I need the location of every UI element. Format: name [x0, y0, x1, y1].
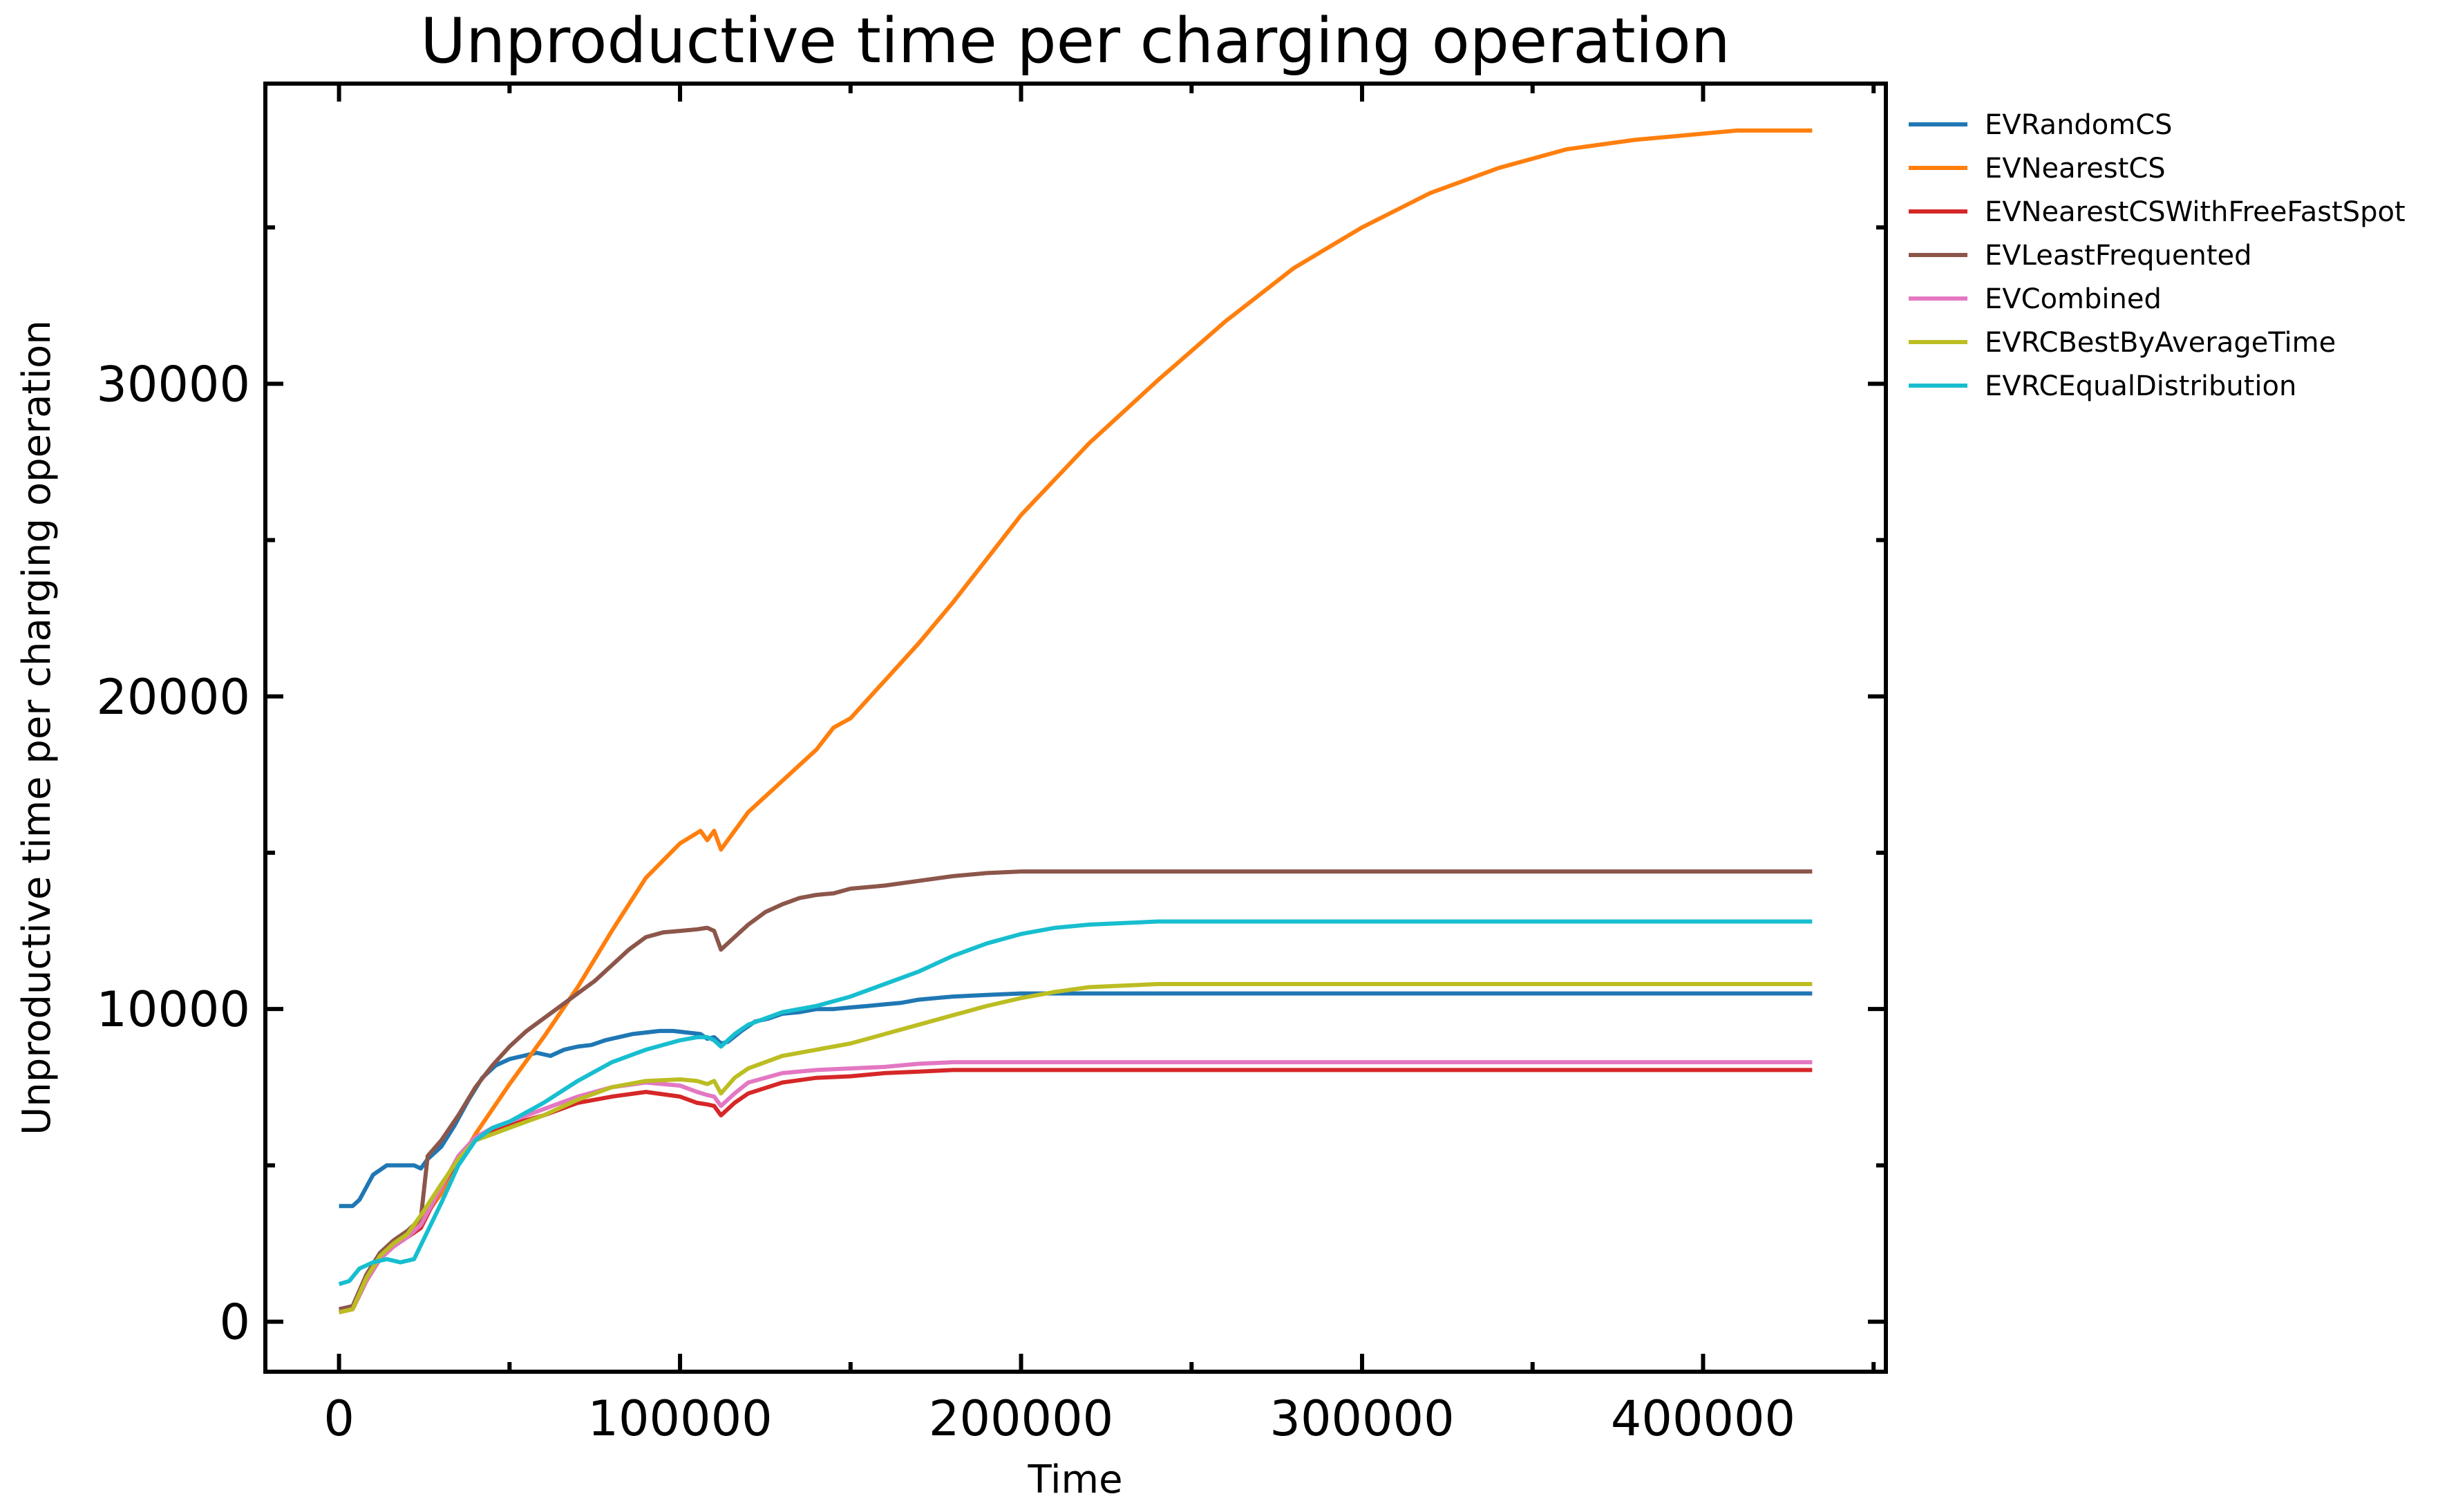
chart-title: Unproductive time per charging operation — [420, 5, 1730, 77]
series-line-ev-combined — [338, 1060, 1813, 1314]
legend-label: EVRCBestByAverageTime — [1985, 327, 2336, 359]
legend-label: EVLeastFrequented — [1985, 240, 2252, 272]
x-axis-label: Time — [1027, 1457, 1122, 1502]
axes-frame — [263, 82, 1888, 1374]
legend-item-ev-random-cs: EVRandomCS — [1909, 109, 2173, 141]
y-tick-label: 30000 — [96, 356, 250, 413]
legend-item-ev-nearest-cs: EVNearestCS — [1909, 153, 2166, 185]
series-line-ev-nearest-cs — [338, 128, 1813, 1314]
y-axis-label: Unproductive time per charging operation — [15, 320, 59, 1135]
legend-item-ev-combined: EVCombined — [1909, 283, 2162, 315]
x-tick-label: 300000 — [1269, 1390, 1454, 1447]
legend-label: EVRandomCS — [1985, 109, 2173, 141]
x-tick-label: 200000 — [929, 1390, 1113, 1447]
y-tick-label: 0 — [219, 1294, 250, 1351]
x-tick-label: 400000 — [1611, 1390, 1795, 1447]
plot-lines — [338, 128, 1813, 1314]
ticks: 0 100000 200000 300000 400000 0 10000 20000 3000… — [96, 84, 1886, 1447]
series-line-evrc-equal-distribution — [338, 919, 1813, 1287]
legend-item-evrc-equal-distribution: EVRCEqualDistribution — [1909, 370, 2296, 402]
legend-item-ev-nearest-cs-with-free-fast-spot: EVNearestCSWithFreeFastSpot — [1909, 196, 2406, 228]
legend-item-ev-least-frequented: EVLeastFrequented — [1909, 240, 2252, 272]
series-line-evrc-best-by-average-time — [338, 982, 1813, 1314]
legend-item-evrc-best-by-average-time: EVRCBestByAverageTime — [1909, 327, 2336, 359]
legend-label: EVNearestCS — [1985, 153, 2166, 185]
series-line-ev-least-frequented — [338, 869, 1813, 1312]
x-tick-label: 0 — [323, 1390, 355, 1447]
legend-label: EVNearestCSWithFreeFastSpot — [1985, 196, 2406, 228]
x-tick-label: 100000 — [587, 1390, 772, 1447]
legend: EVRandomCS EVNearestCS EVNearestCSWithFree… — [1909, 109, 2406, 402]
series-line-ev-random-cs — [339, 991, 1813, 1209]
legend-label: EVRCEqualDistribution — [1985, 370, 2296, 402]
legend-label: EVCombined — [1985, 283, 2162, 315]
y-tick-label: 20000 — [96, 669, 250, 726]
y-tick-label: 10000 — [96, 981, 250, 1038]
